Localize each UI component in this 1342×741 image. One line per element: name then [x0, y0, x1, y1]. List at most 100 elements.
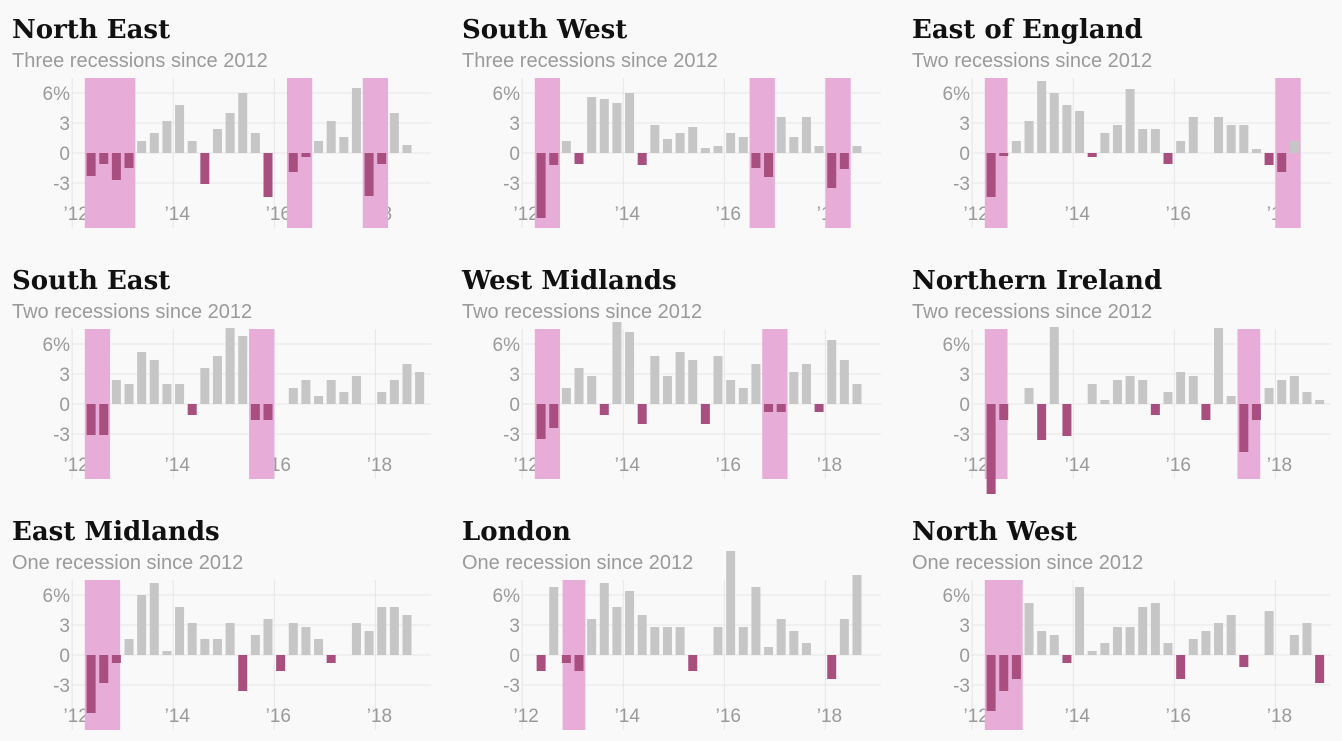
x-tick-label: ’12: [63, 204, 88, 225]
bar: [612, 607, 622, 655]
x-tick-label: ’12: [63, 455, 88, 476]
bar: [1163, 643, 1173, 655]
bar: [999, 153, 1009, 156]
bar: [137, 595, 147, 655]
bar: [124, 153, 134, 168]
bar: [549, 404, 559, 428]
bar: [1289, 376, 1299, 404]
y-tick-label: 6%: [43, 586, 71, 607]
bar: [1049, 93, 1059, 153]
bar: [999, 404, 1009, 420]
bar: [662, 376, 672, 404]
bar: [789, 137, 799, 153]
panel-subtitle: One recession since 2012: [462, 552, 693, 574]
y-tick-label: 0: [509, 646, 520, 667]
bar: [1125, 376, 1135, 404]
y-tick-label: -3: [953, 676, 970, 697]
y-tick-label: 3: [959, 365, 970, 386]
bar: [536, 404, 546, 439]
bar: [238, 655, 248, 691]
bar: [986, 404, 996, 494]
bar: [1251, 404, 1261, 420]
y-tick-label: -3: [53, 425, 70, 446]
panel: Northern Ireland Two recessions since 201…: [912, 266, 1331, 494]
bar: [175, 384, 185, 404]
bar: [250, 635, 260, 655]
bar: [1024, 388, 1034, 404]
bar: [675, 627, 685, 655]
bar: [637, 153, 647, 165]
bar: [187, 623, 197, 655]
bar: [124, 384, 134, 404]
x-tick-label: ’18: [367, 455, 392, 476]
bar: [1138, 129, 1148, 153]
x-tick-label: ’12: [963, 706, 988, 727]
bar: [1125, 89, 1135, 153]
panel-subtitle: Two recessions since 2012: [912, 50, 1152, 72]
bar: [713, 627, 723, 655]
bar: [764, 404, 774, 412]
y-tick-label: 6%: [493, 335, 521, 356]
bar: [713, 146, 723, 153]
y-tick-label: -3: [503, 425, 520, 446]
bar: [389, 607, 399, 655]
bar: [827, 655, 837, 679]
bar: [99, 655, 109, 683]
panel: East Midlands One recession since 2012 6% 3…: [12, 517, 431, 730]
bar: [124, 639, 134, 655]
bar: [1011, 655, 1021, 679]
bar: [688, 360, 698, 404]
bar: [1062, 655, 1072, 663]
bar: [162, 121, 172, 153]
bar: [1049, 635, 1059, 655]
panel-title: North East: [12, 15, 170, 45]
bar: [599, 99, 609, 153]
bar: [561, 388, 571, 404]
y-tick-label: 6%: [943, 84, 971, 105]
bar: [1226, 615, 1236, 655]
bar: [389, 380, 399, 404]
y-tick-label: -3: [953, 425, 970, 446]
bar: [1201, 631, 1211, 655]
bar: [561, 141, 571, 153]
bar: [301, 627, 311, 655]
bar: [1315, 655, 1325, 683]
bar: [1226, 396, 1236, 404]
bar: [1264, 153, 1274, 165]
y-tick-label: 0: [59, 144, 70, 165]
bar: [801, 364, 811, 404]
bar: [776, 404, 786, 412]
x-tick-label: ’16: [1166, 455, 1191, 476]
panel-title: East Midlands: [12, 517, 220, 547]
bar: [1138, 607, 1148, 655]
bar: [1277, 153, 1287, 172]
x-tick-label: ’12: [63, 706, 88, 727]
bar: [99, 153, 109, 164]
panel-subtitle: Two recessions since 2012: [462, 301, 702, 323]
x-tick-label: ’18: [1267, 455, 1292, 476]
bar: [1150, 404, 1160, 415]
bar: [852, 575, 862, 655]
bar: [175, 105, 185, 153]
bar: [587, 376, 597, 404]
bar: [238, 93, 248, 153]
bar: [351, 376, 361, 404]
bar: [700, 148, 710, 153]
x-tick-label: ’16: [266, 706, 291, 727]
bar: [1264, 388, 1274, 404]
bar: [263, 153, 273, 197]
bar: [225, 623, 235, 655]
bar: [1112, 627, 1122, 655]
bar: [1150, 603, 1160, 655]
bar: [212, 356, 222, 404]
y-tick-label: -3: [53, 174, 70, 195]
y-tick-label: 6%: [43, 84, 71, 105]
bar: [1037, 404, 1047, 440]
bar: [536, 655, 546, 671]
x-tick-label: ’18: [367, 706, 392, 727]
bar: [225, 113, 235, 153]
bar: [1037, 81, 1047, 153]
panel-title: Northern Ireland: [912, 266, 1162, 296]
bar: [1302, 392, 1312, 404]
